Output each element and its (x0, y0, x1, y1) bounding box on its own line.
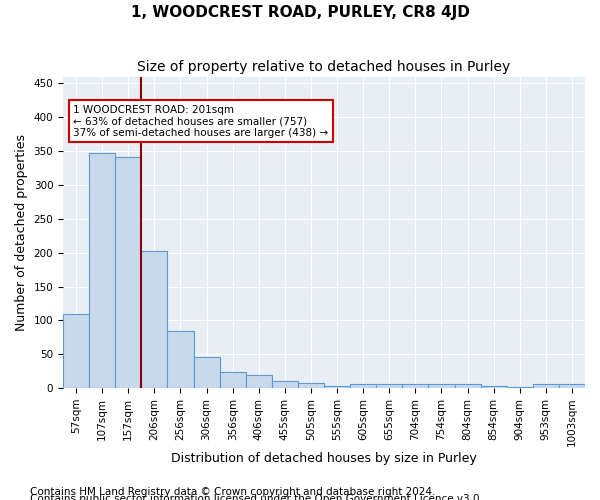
Bar (167, 332, 194, 388)
Text: 1, WOODCREST ROAD, PURLEY, CR8 4JD: 1, WOODCREST ROAD, PURLEY, CR8 4JD (131, 5, 469, 20)
Bar (298, 384, 324, 388)
Bar (142, 250, 167, 388)
Bar (455, 384, 481, 388)
Bar (533, 384, 559, 388)
Text: Contains public sector information licensed under the Open Government Licence v3: Contains public sector information licen… (30, 494, 483, 500)
Bar (428, 384, 455, 388)
Bar (89, 153, 115, 388)
Title: Size of property relative to detached houses in Purley: Size of property relative to detached ho… (137, 60, 511, 74)
Bar (272, 382, 298, 388)
Bar (507, 387, 533, 388)
Bar (481, 386, 507, 388)
X-axis label: Distribution of detached houses by size in Purley: Distribution of detached houses by size … (171, 452, 477, 465)
Bar (246, 374, 272, 388)
Bar (350, 384, 376, 388)
Y-axis label: Number of detached properties: Number of detached properties (15, 134, 28, 331)
Bar (376, 384, 403, 388)
Bar (324, 386, 350, 388)
Bar (559, 384, 585, 388)
Text: 1 WOODCREST ROAD: 201sqm
← 63% of detached houses are smaller (757)
37% of semi-: 1 WOODCREST ROAD: 201sqm ← 63% of detach… (73, 104, 329, 138)
Bar (220, 372, 246, 388)
Bar (403, 384, 428, 388)
Bar (194, 357, 220, 388)
Text: Contains HM Land Registry data © Crown copyright and database right 2024.: Contains HM Land Registry data © Crown c… (30, 487, 436, 497)
Bar (115, 156, 142, 388)
Bar (63, 314, 89, 388)
